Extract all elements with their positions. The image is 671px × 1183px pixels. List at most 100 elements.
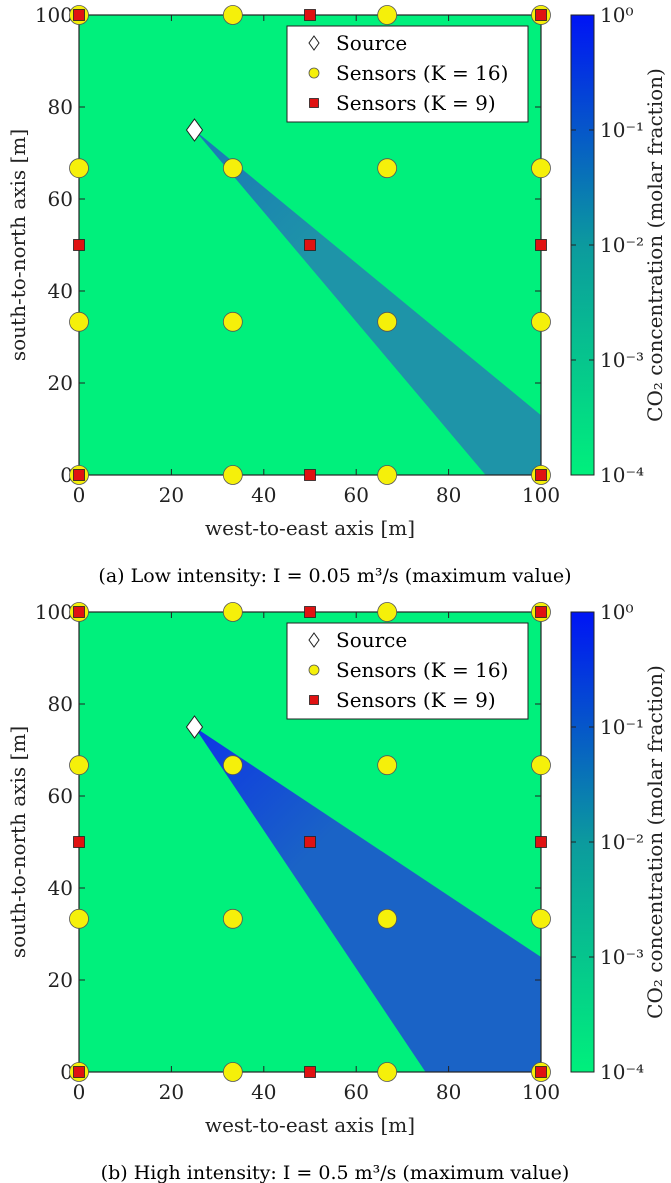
sensor-k16-marker — [222, 158, 243, 179]
sensor-k9-marker — [73, 9, 85, 21]
sensor-k16-marker — [377, 311, 398, 332]
source-marker — [185, 715, 204, 739]
y-tick-label: 40 — [48, 876, 73, 900]
legend-entry: Source — [336, 628, 407, 652]
sensor-k16-marker — [377, 755, 398, 776]
y-tick-label: 20 — [48, 968, 73, 992]
sensor-k9-marker — [73, 469, 85, 481]
sensor-k9-marker — [535, 469, 547, 481]
y-axis-label: south-to-north axis [m] — [6, 129, 30, 361]
sensor-k16-marker — [222, 5, 243, 25]
legend-entry: Sensors (K = 9) — [336, 688, 496, 712]
y-tick-label: 40 — [48, 279, 73, 303]
sensor-k16-marker — [222, 465, 243, 485]
sensor-k9-marker — [304, 606, 316, 618]
colorbar-label: CO₂ concentration (molar fraction) — [643, 68, 667, 422]
sensor-k16-marker — [69, 755, 89, 776]
x-tick-label: 0 — [73, 1080, 86, 1104]
x-tick-label: 40 — [251, 483, 276, 507]
legend-k16-symbol — [308, 67, 320, 79]
sensor-k16-marker — [377, 1062, 398, 1082]
colorbar-tick-label: 10⁻³ — [600, 945, 644, 969]
x-tick-label: 20 — [159, 1080, 184, 1104]
colorbar-tick-label: 10⁻² — [600, 233, 644, 257]
sensor-k9-marker — [73, 1066, 85, 1078]
x-tick-label: 0 — [73, 483, 86, 507]
x-tick-label: 80 — [436, 483, 461, 507]
colorbar-tick-label: 10⁰ — [600, 600, 633, 624]
legend-k9-symbol — [309, 695, 319, 705]
sensor-k9-marker — [304, 1066, 316, 1078]
sensor-k9-marker — [304, 239, 316, 251]
y-tick-label: 20 — [48, 371, 73, 395]
legend-box — [286, 25, 529, 123]
sensor-k9-marker — [73, 239, 85, 251]
chart-panel-b: 00 20 20 40 40 60 60 80 80 100 100 west-to-east axi… — [6, 600, 667, 1183]
x-tick-label: 80 — [436, 1080, 461, 1104]
colorbar-tick-label: 10⁻¹ — [600, 118, 644, 142]
chart-panel-a: 00 20 20 40 40 60 60 80 80 100 100 west-to-east axi… — [6, 3, 667, 587]
x-tick-label: 100 — [522, 1080, 560, 1104]
sensor-k16-marker — [69, 158, 89, 179]
legend-entry: Sensors (K = 16) — [336, 61, 508, 85]
figure-caption: (b) High intensity: I = 0.5 m³/s (maximu… — [101, 1162, 570, 1183]
sensor-k16-marker — [377, 908, 398, 929]
x-axis-label: west-to-east axis [m] — [205, 516, 415, 540]
co2-plume — [194, 727, 541, 1072]
sensor-k16-marker — [531, 908, 551, 929]
y-tick-label: 60 — [48, 187, 73, 211]
sensor-k9-marker — [304, 469, 316, 481]
sensor-k16-marker — [377, 5, 398, 25]
source-marker — [185, 118, 204, 142]
y-tick-label: 100 — [35, 3, 73, 27]
legend-source-symbol — [308, 35, 320, 51]
sensor-k16-marker — [222, 908, 243, 929]
legend-entry: Sensors (K = 16) — [336, 658, 508, 682]
sensor-k9-marker — [73, 836, 85, 848]
legend-entry: Source — [336, 31, 407, 55]
y-tick-label: 0 — [60, 1060, 73, 1084]
x-tick-label: 20 — [159, 483, 184, 507]
y-tick-label: 100 — [35, 600, 73, 624]
colorbar-tick-label: 10⁻⁴ — [600, 1060, 644, 1084]
x-tick-label: 60 — [343, 1080, 368, 1104]
y-tick-label: 80 — [48, 692, 73, 716]
sensor-k16-marker — [377, 158, 398, 179]
x-tick-label: 60 — [343, 483, 368, 507]
y-tick-label: 80 — [48, 95, 73, 119]
y-tick-label: 0 — [60, 463, 73, 487]
sensor-k9-marker — [535, 9, 547, 21]
co2-plume — [194, 130, 541, 475]
sensor-k16-marker — [531, 755, 551, 776]
sensor-k16-marker — [377, 602, 398, 622]
sensor-k16-marker — [531, 158, 551, 179]
sensor-k9-marker — [73, 606, 85, 618]
sensor-k16-marker — [377, 465, 398, 485]
legend-entry: Sensors (K = 9) — [336, 91, 496, 115]
legend-k16-symbol — [308, 664, 320, 676]
colorbar-tick-label: 10⁻² — [600, 830, 644, 854]
sensor-k16-marker — [531, 311, 551, 332]
sensor-k9-marker — [535, 836, 547, 848]
figure-caption: (a) Low intensity: I = 0.05 m³/s (maximu… — [98, 565, 571, 587]
sensor-k16-marker — [69, 908, 89, 929]
colorbar-tick-label: 10⁰ — [600, 3, 633, 27]
sensor-k16-marker — [222, 755, 243, 776]
sensor-k9-marker — [535, 1066, 547, 1078]
colorbar-tick-label: 10⁻⁴ — [600, 463, 644, 487]
x-tick-label: 100 — [522, 483, 560, 507]
legend-source-symbol — [308, 632, 320, 648]
colorbar-label: CO₂ concentration (molar fraction) — [643, 665, 667, 1019]
sensor-k9-marker — [304, 836, 316, 848]
sensor-k9-marker — [535, 606, 547, 618]
sensor-k16-marker — [222, 311, 243, 332]
sensor-k9-marker — [304, 9, 316, 21]
legend-box — [286, 622, 529, 720]
sensor-k9-marker — [535, 239, 547, 251]
sensor-k16-marker — [222, 602, 243, 622]
y-axis-label: south-to-north axis [m] — [6, 726, 30, 958]
colorbar-tick-label: 10⁻³ — [600, 348, 644, 372]
sensor-k16-marker — [222, 1062, 243, 1082]
x-tick-label: 40 — [251, 1080, 276, 1104]
